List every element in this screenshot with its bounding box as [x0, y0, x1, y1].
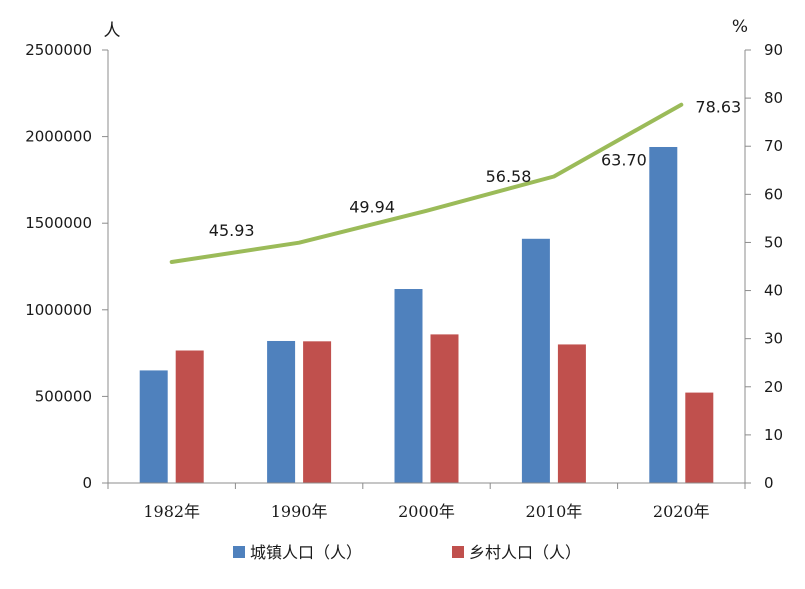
y-right-tick-label: 30 [764, 330, 783, 348]
bar-rural-1 [303, 341, 332, 483]
legend-swatch-1 [452, 546, 464, 558]
line-data-label-0: 45.93 [209, 221, 255, 240]
x-tick-label: 2020年 [653, 502, 710, 521]
y-left-tick-label: 500000 [35, 387, 92, 405]
y-right-tick-label: 90 [764, 41, 783, 59]
labels-group: 45.93 49.94 56.58 63.70 78.63 [209, 98, 741, 240]
y-right-tick-label: 70 [764, 137, 783, 155]
bar-rural-0 [175, 350, 204, 483]
line-data-label-3: 63.70 [601, 151, 647, 170]
y-left-tick-label: 1000000 [25, 301, 92, 319]
y-left-tick-label: 2500000 [25, 41, 92, 59]
y-right-tick-label: 0 [764, 474, 774, 492]
y-left-tick-label: 1500000 [25, 214, 92, 232]
y-left-tick-label: 0 [82, 474, 92, 492]
y-right-tick-label: 50 [764, 233, 783, 251]
y-right-unit-label: % [732, 17, 748, 37]
bar-urban-0 [139, 370, 168, 483]
x-tick-label: 2010年 [526, 502, 583, 521]
legend-swatch-0 [233, 546, 245, 558]
x-tick-label: 2000年 [398, 502, 455, 521]
bar-rural-2 [430, 334, 459, 483]
line-data-label-4: 78.63 [695, 98, 741, 117]
y-left-unit-label: 人 [104, 21, 121, 41]
y-right-tick-label: 40 [764, 282, 783, 300]
y-right-tick-label: 60 [764, 185, 783, 203]
y-right-tick-label: 10 [764, 426, 783, 444]
bars-group [139, 146, 714, 483]
bar-urban-1 [267, 340, 296, 483]
line-data-label-2: 56.58 [486, 167, 532, 186]
legend-label-0: 城镇人口（人） [250, 543, 362, 562]
bar-rural-4 [685, 392, 714, 483]
bar-urban-3 [521, 238, 550, 483]
line-data-label-1: 49.94 [349, 198, 395, 217]
y-right-tick-label: 80 [764, 89, 783, 107]
bar-urban-4 [649, 146, 678, 483]
x-tick-label: 1982年 [143, 502, 200, 521]
bar-rural-3 [557, 344, 586, 483]
line-group [169, 102, 684, 264]
y-left-tick-label: 2000000 [25, 128, 92, 146]
bar-urban-2 [394, 289, 423, 483]
x-tick-label: 1990年 [271, 502, 328, 521]
y-right-tick-label: 20 [764, 378, 783, 396]
legend: 城镇人口（人） 乡村人口（人） [233, 543, 581, 562]
axes-group: 0 500000 1000000 1500000 2000000 2500000 0 10 20… [25, 17, 783, 521]
legend-label-1: 乡村人口（人） [469, 543, 581, 562]
